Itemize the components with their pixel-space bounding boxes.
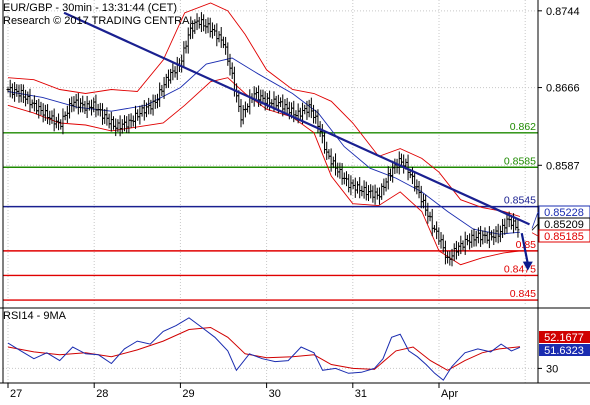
level-label: 0.8475 [504, 263, 536, 275]
level-label: 0.845 [510, 288, 536, 300]
rsi-y-tick-label: 30 [546, 363, 558, 375]
x-tick-label: 31 [355, 388, 367, 400]
trendline [63, 11, 530, 226]
level-label: 0.862 [510, 121, 536, 133]
level-label: 0.8545 [504, 195, 536, 207]
rsi-panel-label: RSI14 - 9MA [3, 310, 67, 322]
price-tag-label: 0.85228 [544, 207, 584, 219]
rsi-tag-box [539, 331, 590, 343]
forecast-arrow-shaft [520, 232, 529, 264]
forecast-arrow-head [522, 261, 533, 271]
price-tag-label: 0.85185 [544, 231, 584, 243]
x-tick-label: 28 [96, 388, 108, 400]
level-label: 0.8585 [504, 155, 536, 167]
bollinger-lower-line [7, 77, 521, 266]
rsi-tag-label: 52.1677 [544, 332, 584, 344]
price-tag-pointer [531, 211, 539, 229]
x-tick-label: 30 [269, 388, 281, 400]
price-tag-pointer [531, 232, 539, 237]
moving-average-line [7, 57, 521, 235]
x-tick-label: 27 [10, 388, 22, 400]
rsi-tag-label: 51.6323 [544, 345, 584, 357]
rsi-tag-box [539, 344, 590, 356]
bollinger-upper-line [7, 2, 521, 217]
x-tick-label: Apr [441, 388, 458, 400]
price-tag-box [538, 229, 590, 243]
x-tick-label: 29 [182, 388, 194, 400]
level-label: 0.85 [516, 239, 537, 251]
chart-title: EUR/GBP - 30min - 13:31:44 (CET) [3, 2, 177, 14]
rsi-line [7, 317, 521, 381]
y-tick-label: 0.8587 [546, 160, 580, 172]
price-tag-label: 0.85209 [544, 219, 584, 231]
y-tick-label: 0.8744 [546, 6, 580, 18]
y-tick-label: 0.8666 [546, 83, 580, 95]
price-tag-pointer [531, 223, 539, 231]
chart-credit: Research © 2017 TRADING CENTRAL [3, 15, 196, 27]
